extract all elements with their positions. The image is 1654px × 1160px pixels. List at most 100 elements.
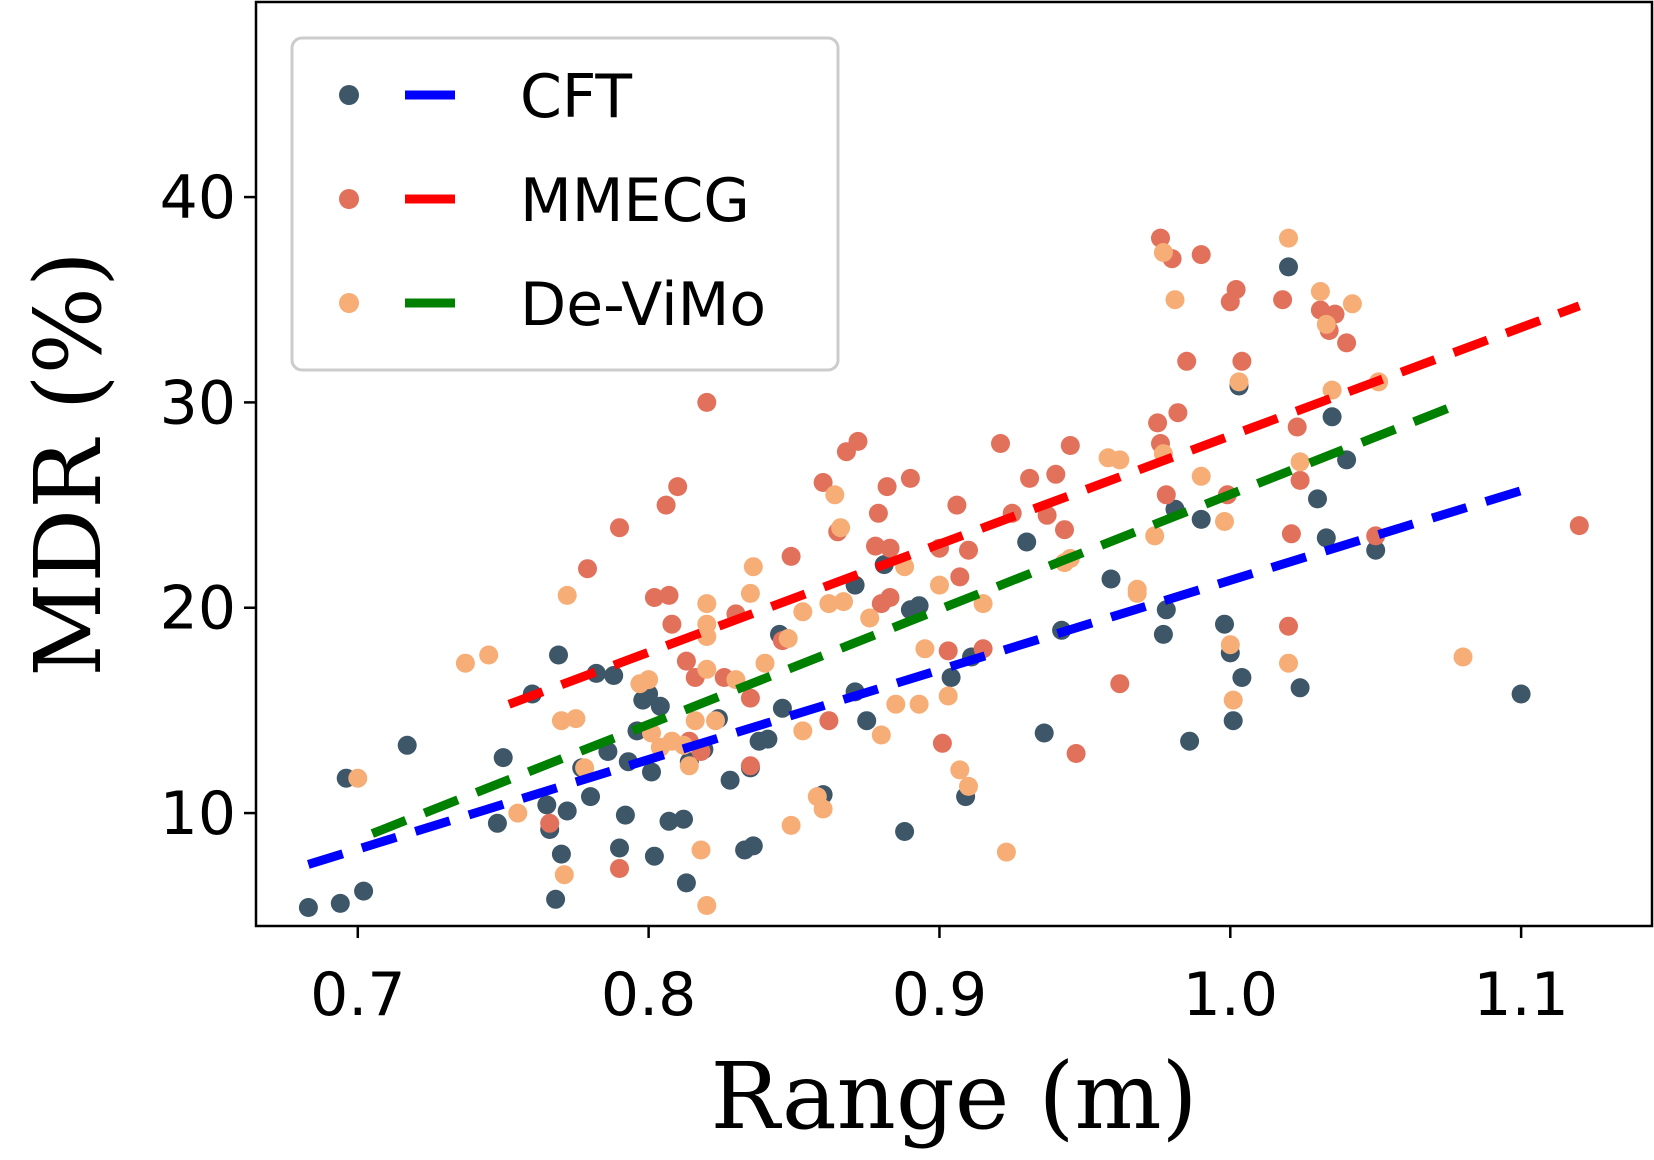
- point-cft-64: [1223, 711, 1243, 731]
- point-de-vimo-46: [950, 760, 970, 780]
- point-mmecg-2: [610, 859, 629, 878]
- point-cft-47: [895, 822, 915, 841]
- point-cft-25: [642, 762, 661, 782]
- point-cft-18: [604, 666, 624, 685]
- point-mmecg-63: [1287, 417, 1307, 437]
- point-de-vimo-3: [508, 803, 528, 823]
- y-tick-label: 10: [160, 779, 236, 849]
- trend-layer: [307, 301, 1581, 869]
- point-mmecg-53: [1168, 403, 1188, 423]
- point-de-vimo-43: [915, 639, 935, 659]
- point-cft-12: [551, 844, 571, 864]
- point-mmecg-4: [644, 588, 664, 607]
- y-axis-ticks: 10 20 30 40: [160, 163, 256, 849]
- legend-entry-de-vimo: De-ViMo: [339, 270, 766, 340]
- point-cft-69: [1308, 489, 1327, 509]
- point-de-vimo-15: [679, 756, 699, 776]
- trend-line-mmecg: [507, 301, 1581, 709]
- point-mmecg-19: [781, 546, 801, 566]
- point-cft-50: [941, 668, 961, 687]
- point-de-vimo-2: [479, 645, 499, 665]
- point-mmecg-9: [676, 651, 696, 671]
- y-tick-label: 40: [160, 163, 236, 233]
- point-mmecg-54: [1177, 351, 1197, 371]
- point-mmecg-20: [813, 473, 833, 492]
- y-tick-label: 20: [160, 574, 236, 644]
- point-cft-60: [1180, 731, 1200, 751]
- point-de-vimo-5: [554, 865, 574, 885]
- x-tick-label: 0.7: [310, 960, 405, 1030]
- point-de-vimo-67: [1290, 452, 1310, 472]
- point-mmecg-34: [938, 641, 958, 661]
- point-de-vimo-27: [755, 653, 775, 673]
- point-de-vimo-64: [1229, 372, 1249, 392]
- point-mmecg-49: [1148, 413, 1168, 433]
- point-de-vimo-38: [860, 608, 880, 628]
- point-mmecg-39: [991, 434, 1010, 453]
- point-de-vimo-25: [740, 583, 760, 603]
- point-cft-8: [537, 795, 557, 815]
- point-de-vimo-34: [819, 594, 839, 614]
- point-mmecg-25: [866, 536, 885, 556]
- point-de-vimo-33: [813, 799, 833, 819]
- point-de-vimo-63: [1223, 690, 1243, 710]
- point-cft-45: [857, 711, 877, 731]
- point-de-vimo-61: [1215, 512, 1234, 531]
- point-de-vimo-73: [1453, 647, 1473, 667]
- point-mmecg-46: [1066, 744, 1086, 763]
- point-mmecg-37: [959, 540, 978, 560]
- x-tick-label: 1.1: [1473, 960, 1568, 1030]
- point-mmecg-17: [740, 756, 760, 776]
- point-cft-26: [644, 846, 664, 866]
- point-cft-27: [650, 696, 670, 716]
- point-cft-49: [909, 596, 929, 616]
- point-mmecg-44: [1055, 520, 1074, 540]
- point-de-vimo-69: [1316, 314, 1336, 334]
- point-de-vimo-53: [1110, 450, 1130, 470]
- legend-entry-mmecg: MMECG: [339, 166, 750, 236]
- point-de-vimo-56: [1145, 526, 1165, 546]
- point-cft-54: [1034, 723, 1054, 743]
- point-de-vimo-22: [697, 659, 717, 679]
- point-de-vimo-70: [1322, 380, 1342, 400]
- point-de-vimo-44: [930, 575, 949, 595]
- point-mmecg-58: [1226, 280, 1246, 299]
- point-cft-20: [615, 805, 635, 825]
- point-de-vimo-36: [831, 518, 851, 538]
- point-cft-13: [557, 801, 577, 821]
- point-mmecg-62: [1281, 524, 1301, 544]
- point-mmecg-21: [819, 711, 839, 731]
- point-mmecg-13: [697, 392, 717, 412]
- point-mmecg-65: [1310, 300, 1330, 320]
- point-mmecg-59: [1232, 351, 1252, 371]
- point-mmecg-0: [540, 813, 560, 833]
- point-cft-61: [1191, 509, 1211, 529]
- point-cft-11: [549, 645, 568, 665]
- point-cft-68: [1290, 678, 1310, 698]
- point-cft-29: [674, 809, 693, 829]
- point-cft-39: [758, 729, 778, 749]
- point-mmecg-35: [947, 495, 967, 515]
- point-mmecg-31: [900, 468, 920, 488]
- point-de-vimo-28: [778, 629, 798, 648]
- x-tick-label: 0.8: [601, 960, 696, 1030]
- point-de-vimo-42: [909, 694, 929, 714]
- point-mmecg-36: [950, 567, 970, 587]
- point-cft-72: [1337, 450, 1357, 470]
- point-cft-57: [1153, 624, 1173, 644]
- point-cft-66: [1232, 668, 1252, 687]
- point-cft-70: [1316, 528, 1336, 548]
- point-cft-3: [354, 881, 374, 901]
- point-mmecg-8: [668, 477, 688, 497]
- legend-frame: [290, 36, 840, 372]
- point-de-vimo-45: [938, 686, 958, 706]
- point-cft-0: [298, 898, 318, 917]
- x-axis-title: Range (m): [710, 1043, 1197, 1150]
- point-mmecg-47: [1110, 674, 1130, 694]
- point-cft-37: [743, 836, 763, 856]
- point-de-vimo-39: [871, 725, 891, 745]
- point-mmecg-28: [877, 477, 897, 497]
- x-tick-label: 1.0: [1183, 960, 1278, 1030]
- point-mmecg-3: [610, 518, 629, 538]
- point-mmecg-41: [1020, 468, 1040, 488]
